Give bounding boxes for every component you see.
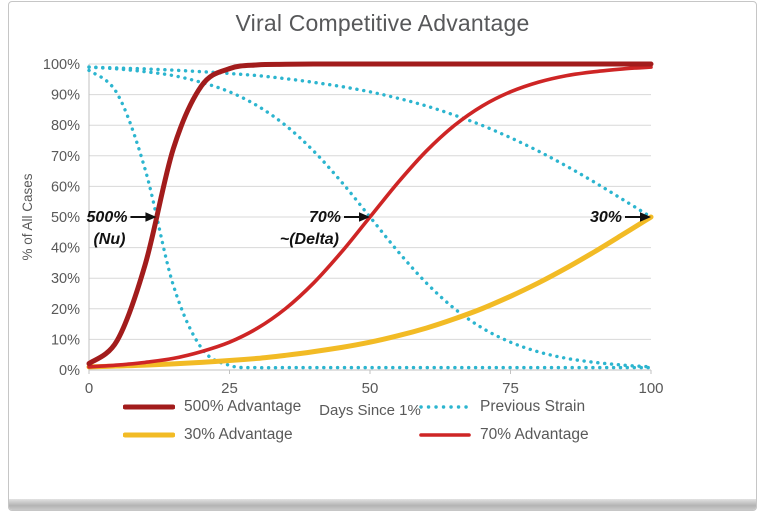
chart-title: Viral Competitive Advantage — [235, 10, 530, 36]
svg-text:70%: 70% — [51, 149, 80, 165]
svg-text:100%: 100% — [43, 57, 80, 73]
svg-text:0%: 0% — [59, 363, 80, 379]
series-line-previous-strain-vs-30 — [87, 65, 653, 219]
legend-item-70-advantage: 70% Advantage — [419, 426, 719, 444]
legend-label: Previous Strain — [480, 398, 586, 415]
x-tick-labels: 0 25 50 75 100 — [85, 380, 664, 397]
annotation-70: 70% ~(Delta) — [280, 209, 370, 248]
legend-item-500-advantage: 500% Advantage — [123, 398, 419, 416]
svg-text:25: 25 — [221, 380, 238, 397]
y-tick-labels: 0% 10% 20% 30% 40% 50% 60% 70% 80% 90% 100% — [43, 57, 80, 379]
y-axis-title: % of All Cases — [20, 173, 35, 260]
legend-item-30-advantage: 30% Advantage — [123, 426, 419, 444]
svg-text:90%: 90% — [51, 88, 80, 104]
legend-item-previous-strain: Previous Strain — [419, 398, 719, 416]
legend-swatch-line-icon — [123, 432, 175, 438]
legend-label: 70% Advantage — [480, 426, 589, 443]
svg-text:50%: 50% — [51, 210, 80, 226]
svg-text:(Nu): (Nu) — [93, 231, 125, 248]
svg-text:100: 100 — [638, 380, 663, 397]
bottom-bar — [9, 499, 756, 510]
annotation-500: 500% (Nu) — [87, 209, 157, 248]
chart-card: Viral Competitive Advantage 0% 10% 20% 30% 4… — [8, 1, 757, 511]
svg-text:10%: 10% — [51, 332, 80, 348]
svg-text:70%: 70% — [309, 209, 341, 226]
series-line-500-advantage — [86, 61, 654, 367]
svg-text:20%: 20% — [51, 302, 80, 318]
legend-swatch-line-icon — [419, 433, 471, 437]
legend-label: 500% Advantage — [184, 398, 302, 415]
legend-swatch-line-icon — [123, 404, 175, 410]
chart-plot-area: 0% 10% 20% 30% 40% 50% 60% 70% 80% 90% 100% 0 25 50 75… — [20, 57, 664, 419]
x-axis-title: Days Since 1% — [319, 402, 421, 419]
svg-text:40%: 40% — [51, 241, 80, 257]
svg-text:60%: 60% — [51, 179, 80, 195]
legend-label: 30% Advantage — [184, 426, 293, 443]
svg-text:80%: 80% — [51, 118, 80, 134]
annotation-30: 30% — [590, 209, 651, 226]
series-line-30-advantage — [86, 214, 654, 370]
series-line-previous-strain-vs-70 — [87, 65, 653, 369]
svg-text:500%: 500% — [87, 209, 128, 226]
legend: 500% Advantage Previous Strain 30% Advanta… — [123, 398, 719, 444]
svg-text:~(Delta): ~(Delta) — [280, 231, 339, 248]
svg-text:30%: 30% — [590, 209, 622, 226]
svg-text:30%: 30% — [51, 271, 80, 287]
svg-text:0: 0 — [85, 380, 93, 397]
legend-swatch-dotted-line-icon — [419, 405, 471, 409]
svg-text:50: 50 — [362, 380, 379, 397]
svg-text:75: 75 — [502, 380, 519, 397]
